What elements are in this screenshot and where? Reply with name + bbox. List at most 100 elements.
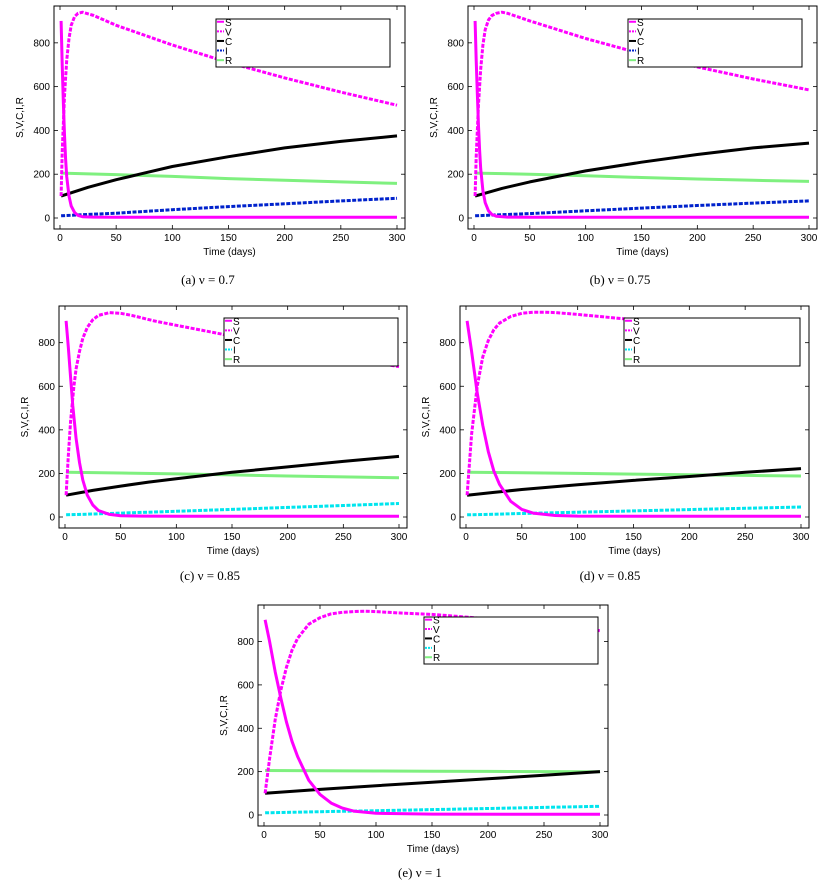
x-tick-label: 100	[164, 233, 181, 244]
series-line-C	[474, 141, 810, 198]
y-tick-label: 800	[439, 338, 456, 349]
x-tick-label: 50	[524, 233, 536, 244]
x-axis-label: Time (days)	[203, 247, 255, 258]
y-tick-label: 0	[248, 811, 254, 822]
legend-box	[223, 317, 399, 367]
x-tick-label: 200	[276, 233, 293, 244]
y-axis-label: S,V,C,I,R	[20, 397, 31, 438]
legend-box	[623, 317, 801, 367]
legend-label-S: S	[233, 317, 240, 328]
x-tick-label: 300	[793, 532, 810, 543]
x-tick-label: 300	[592, 830, 609, 841]
legend-box	[423, 616, 599, 665]
legend-label-I: I	[225, 47, 228, 58]
series-group	[59, 10, 398, 219]
y-tick-label: 0	[450, 513, 456, 524]
legend-label-I: I	[637, 47, 640, 58]
x-tick-label: 100	[168, 532, 185, 543]
x-axis-label: Time (days)	[616, 247, 668, 258]
y-tick-label: 400	[237, 724, 254, 735]
y-tick-label: 800	[447, 38, 464, 49]
panel-caption: (a) ν = 0.7	[181, 272, 235, 287]
series-group	[263, 609, 601, 816]
chart-panel-2: 0 50 100 150 200 250 300 0 200 400 600 800 Time (day…	[20, 305, 408, 583]
legend-label-I: I	[433, 644, 436, 655]
x-tick-label: 0	[261, 830, 267, 841]
series-group	[64, 311, 400, 518]
legend-label-S: S	[633, 317, 640, 328]
series-line-S	[64, 320, 399, 518]
y-axis-label: S,V,C,I,R	[219, 695, 230, 736]
legend-label-R: R	[633, 355, 640, 366]
x-tick-label: 100	[368, 830, 385, 841]
x-tick-label: 200	[689, 233, 706, 244]
plot-frame	[58, 305, 408, 529]
x-tick-label: 250	[536, 830, 553, 841]
y-tick-label: 0	[458, 214, 464, 225]
series-line-S	[59, 20, 397, 219]
x-tick-label: 150	[224, 532, 241, 543]
x-tick-label: 0	[463, 532, 469, 543]
x-tick-label: 200	[480, 830, 497, 841]
y-tick-label: 800	[237, 637, 254, 648]
legend-box	[627, 18, 803, 68]
panel-caption: (e) ν = 1	[398, 865, 442, 880]
y-tick-label: 800	[33, 38, 50, 49]
y-tick-label: 800	[38, 338, 55, 349]
legend-label-R: R	[637, 56, 644, 67]
chart-panel-4: 0 50 100 150 200 250 300 0 200 400 600 800 Time (day…	[219, 604, 609, 880]
legend-label-C: C	[233, 336, 240, 347]
series-line-I	[467, 505, 802, 517]
y-axis-label: S,V,C,I,R	[15, 97, 26, 138]
x-axis-label: Time (days)	[207, 546, 259, 557]
y-tick-label: 400	[38, 425, 55, 436]
plot-frame	[53, 5, 406, 230]
y-tick-label: 600	[237, 680, 254, 691]
legend-label-S: S	[433, 616, 440, 627]
plot-frame	[257, 604, 609, 827]
legend-label-R: R	[233, 355, 240, 366]
series-line-R	[66, 470, 400, 480]
series-line-V	[465, 310, 802, 496]
series-line-C	[60, 134, 398, 198]
y-axis-label: S,V,C,I,R	[421, 397, 432, 438]
y-tick-label: 0	[49, 513, 55, 524]
legend-label-C: C	[633, 336, 640, 347]
x-tick-label: 150	[625, 532, 642, 543]
series-line-I	[61, 196, 398, 218]
series-line-R	[475, 171, 810, 183]
legend-label-V: V	[225, 27, 232, 38]
y-tick-label: 600	[447, 82, 464, 93]
legend-label-C: C	[637, 37, 644, 48]
chart-panel-1: 0 50 100 150 200 250 300 0 200 400 600 800 Time (day…	[429, 5, 818, 287]
legend-label-C: C	[433, 634, 440, 645]
x-tick-label: 250	[737, 532, 754, 543]
x-tick-label: 0	[57, 233, 63, 244]
chart-panel-3: 0 50 100 150 200 250 300 0 200 400 600 800 Time (day…	[421, 305, 810, 583]
series-line-V	[263, 609, 601, 794]
x-tick-label: 100	[569, 532, 586, 543]
panel-caption: (c) ν = 0.85	[180, 568, 240, 583]
legend-label-R: R	[225, 56, 232, 67]
legend-label-S: S	[637, 18, 644, 29]
series-line-S	[465, 320, 801, 518]
series-line-I	[66, 502, 400, 517]
panel-caption: (d) ν = 0.85	[580, 568, 641, 583]
legend-label-R: R	[433, 653, 440, 664]
x-tick-label: 200	[279, 532, 296, 543]
x-tick-label: 0	[62, 532, 68, 543]
legend-label-V: V	[637, 27, 644, 38]
x-tick-label: 150	[220, 233, 237, 244]
x-tick-label: 300	[801, 233, 818, 244]
series-line-S	[263, 619, 601, 816]
y-tick-label: 200	[38, 469, 55, 480]
x-tick-label: 300	[391, 532, 408, 543]
series-line-R	[265, 769, 601, 774]
series-line-V	[59, 10, 398, 197]
series-line-I	[265, 804, 601, 815]
panel-caption: (b) ν = 0.75	[590, 272, 651, 287]
